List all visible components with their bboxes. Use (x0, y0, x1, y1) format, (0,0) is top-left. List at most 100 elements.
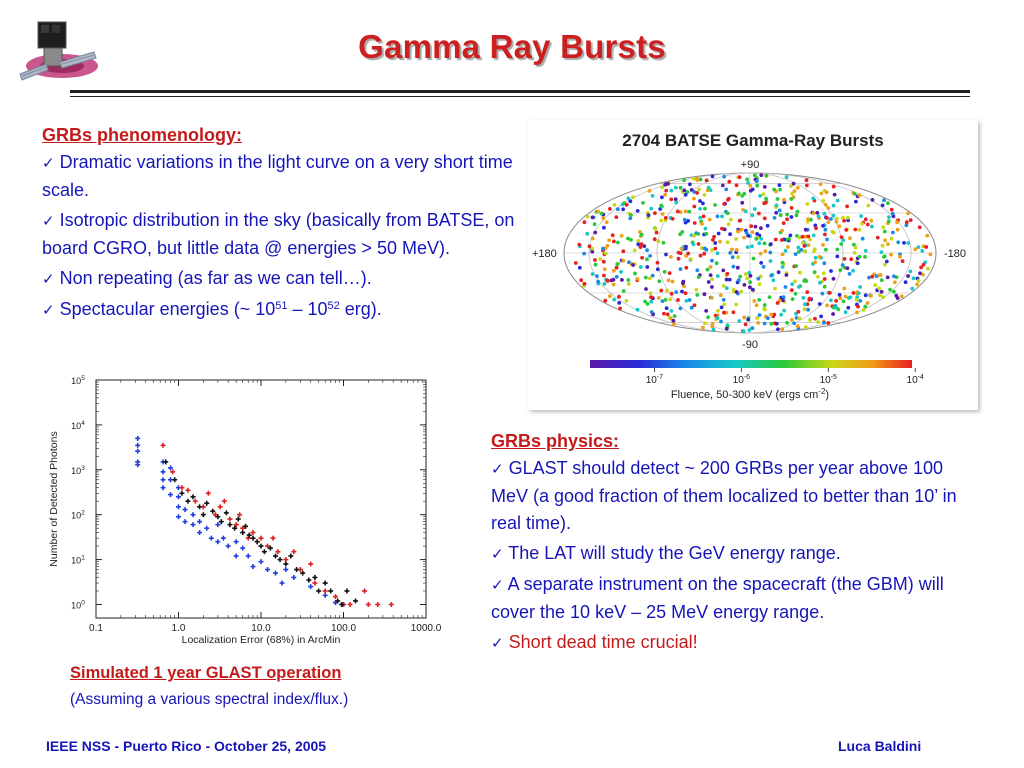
burst-dot (675, 209, 680, 214)
burst-dot (844, 228, 849, 232)
burst-dot (879, 289, 884, 294)
burst-dot (823, 232, 827, 237)
data-point (217, 504, 223, 510)
burst-dot (664, 188, 669, 193)
burst-dot (727, 179, 732, 184)
burst-dot (689, 257, 693, 261)
burst-dot (641, 201, 645, 205)
burst-dot (621, 289, 626, 293)
burst-dot (795, 185, 800, 190)
burst-dot (577, 242, 582, 247)
burst-dot (579, 278, 584, 283)
physics-item-text: GLAST should detect ~ 200 GRBs per year … (491, 458, 957, 533)
burst-dot (624, 299, 629, 303)
burst-dot (612, 297, 617, 302)
burst-dot (684, 265, 689, 270)
burst-dot (750, 213, 755, 218)
burst-dot (822, 261, 827, 266)
burst-dot (908, 218, 913, 222)
data-point (339, 601, 345, 607)
burst-dot (840, 263, 845, 267)
burst-dot (806, 234, 811, 239)
burst-dot (669, 255, 673, 259)
burst-dot (904, 220, 909, 225)
burst-dot (729, 217, 733, 222)
burst-dot (608, 294, 612, 299)
burst-dot (590, 246, 595, 251)
burst-dot (829, 269, 833, 273)
burst-dot (888, 287, 892, 292)
physics-item-text: A separate instrument on the spacecraft … (491, 574, 944, 622)
burst-dot (676, 256, 681, 261)
burst-dot (803, 227, 808, 232)
burst-dot (695, 191, 699, 195)
burst-dot (881, 295, 886, 299)
burst-dot (775, 301, 780, 305)
burst-dot (752, 207, 757, 211)
data-point (250, 564, 256, 570)
burst-dot (590, 215, 595, 220)
burst-dot (712, 234, 716, 239)
burst-dot (754, 303, 759, 308)
energies-exponent-1: 51 (275, 300, 288, 312)
burst-dot (659, 288, 664, 293)
physics-item-highlight: ✓ Short dead time crucial! (491, 629, 971, 657)
burst-dot (633, 271, 637, 276)
burst-dot (915, 282, 919, 287)
burst-dot (734, 237, 738, 241)
photons-vs-localization-chart: 0.1 1.0 10.0 100.0 1000.0 100 101 102 103 104 105 L… (40, 372, 450, 647)
burst-dot (715, 251, 720, 256)
burst-dot (682, 217, 687, 222)
burst-dot (602, 273, 606, 278)
burst-dot (696, 275, 701, 279)
burst-dot (780, 238, 784, 242)
burst-dot (725, 240, 730, 245)
burst-dot (704, 309, 709, 313)
burst-dot (582, 251, 586, 256)
burst-dot (818, 280, 822, 285)
burst-dot (846, 215, 850, 220)
burst-dot (781, 298, 785, 303)
burst-dot (710, 285, 714, 289)
burst-dot (653, 227, 658, 231)
burst-dot (726, 222, 731, 227)
burst-dot (727, 277, 732, 282)
energies-exponent-2: 52 (327, 300, 340, 312)
burst-dot (678, 267, 683, 271)
burst-dot (831, 203, 836, 208)
burst-dot (816, 320, 821, 324)
burst-dot (857, 228, 862, 232)
burst-dot (765, 223, 770, 228)
burst-dot (713, 241, 718, 245)
burst-dot (654, 230, 659, 235)
burst-dot (721, 297, 726, 302)
burst-dot (886, 242, 890, 246)
data-point (200, 512, 206, 518)
burst-dot (666, 278, 671, 283)
burst-dot (730, 247, 734, 252)
burst-dot (768, 242, 773, 247)
data-point (245, 535, 251, 541)
burst-dot (719, 305, 724, 310)
burst-dot (762, 201, 767, 206)
data-point (215, 522, 221, 528)
colorbar-tick-label: 10-4 (907, 374, 924, 386)
burst-dot (692, 233, 696, 238)
data-point (190, 494, 196, 500)
burst-dot (725, 211, 730, 216)
burst-dot (855, 261, 860, 266)
y-tick-label: 102 (71, 510, 85, 521)
burst-dot (757, 298, 762, 302)
burst-dot (920, 249, 925, 253)
burst-dot (793, 252, 798, 256)
burst-dot (662, 269, 667, 274)
burst-dot (577, 265, 582, 270)
burst-dot (745, 245, 750, 249)
burst-dot (737, 191, 741, 196)
check-icon: ✓ (491, 634, 504, 652)
burst-dot (598, 257, 603, 261)
burst-dot (664, 252, 668, 257)
burst-dot (744, 231, 749, 235)
burst-dot (754, 179, 759, 184)
burst-dot (636, 238, 641, 243)
